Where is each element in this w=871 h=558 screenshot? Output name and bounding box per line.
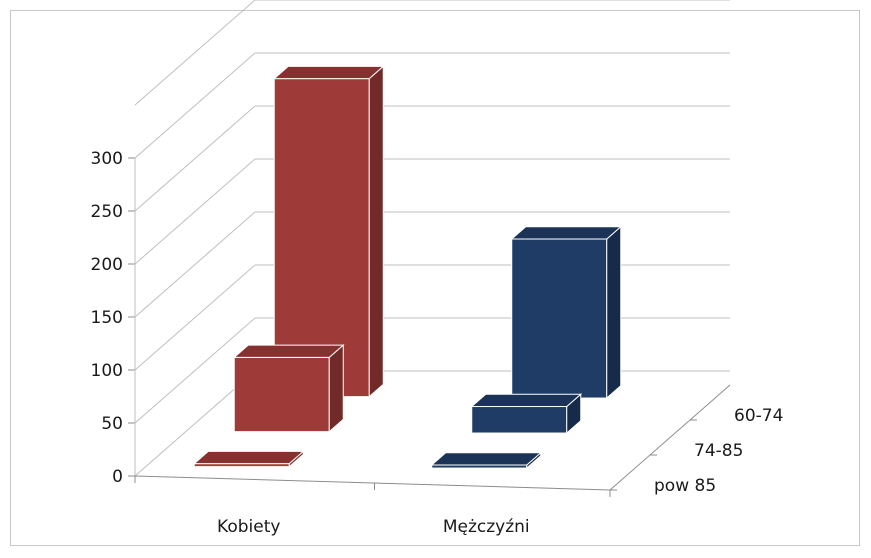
bar-kobiety-60-74-top	[272, 65, 385, 80]
bar-mężczyźni-60-74-side	[606, 225, 622, 400]
series-label: 60-74	[734, 406, 783, 426]
gridline-side	[134, 0, 256, 106]
y-tick-label: 0	[112, 467, 123, 487]
gridline-side	[134, 105, 256, 212]
gridline-side	[134, 211, 256, 318]
x-axis-line	[134, 475, 611, 491]
bar-kobiety-60-74-side	[368, 65, 384, 398]
gridline-side	[134, 317, 256, 424]
category-label: Mężczyźni	[443, 517, 530, 537]
series-label: pow 85	[654, 476, 716, 496]
depth-axis-line	[609, 384, 731, 491]
bar-mężczyźni-pow-85-top	[430, 452, 543, 466]
y-tick-label: 300	[91, 149, 123, 169]
bar-mężczyźni-74-85-top	[470, 393, 583, 408]
series-label: 74-85	[694, 441, 743, 461]
y-tick-label: 100	[91, 361, 123, 381]
y-tick-label: 150	[91, 308, 123, 328]
bar-kobiety-74-85-side	[328, 344, 344, 433]
bar-mężczyźni-74-85-front	[471, 406, 568, 434]
bar-kobiety-74-85-front	[233, 356, 330, 433]
bar-kobiety-74-85-top	[232, 344, 345, 358]
y-tick-label: 50	[101, 414, 123, 434]
gridline-side	[134, 52, 256, 159]
bar-mężczyźni-60-74-top	[510, 226, 623, 240]
chart-frame	[10, 10, 860, 546]
bar-kobiety-60-74-front	[273, 78, 370, 398]
bar-mężczyźni-60-74-front	[511, 238, 608, 399]
category-label: Kobiety	[217, 517, 280, 537]
y-tick-label: 250	[91, 202, 123, 222]
y-tick-label: 200	[91, 255, 123, 275]
gridline-side	[134, 264, 256, 371]
gridline-side	[134, 158, 256, 265]
bar-kobiety-pow-85-top	[192, 450, 305, 465]
